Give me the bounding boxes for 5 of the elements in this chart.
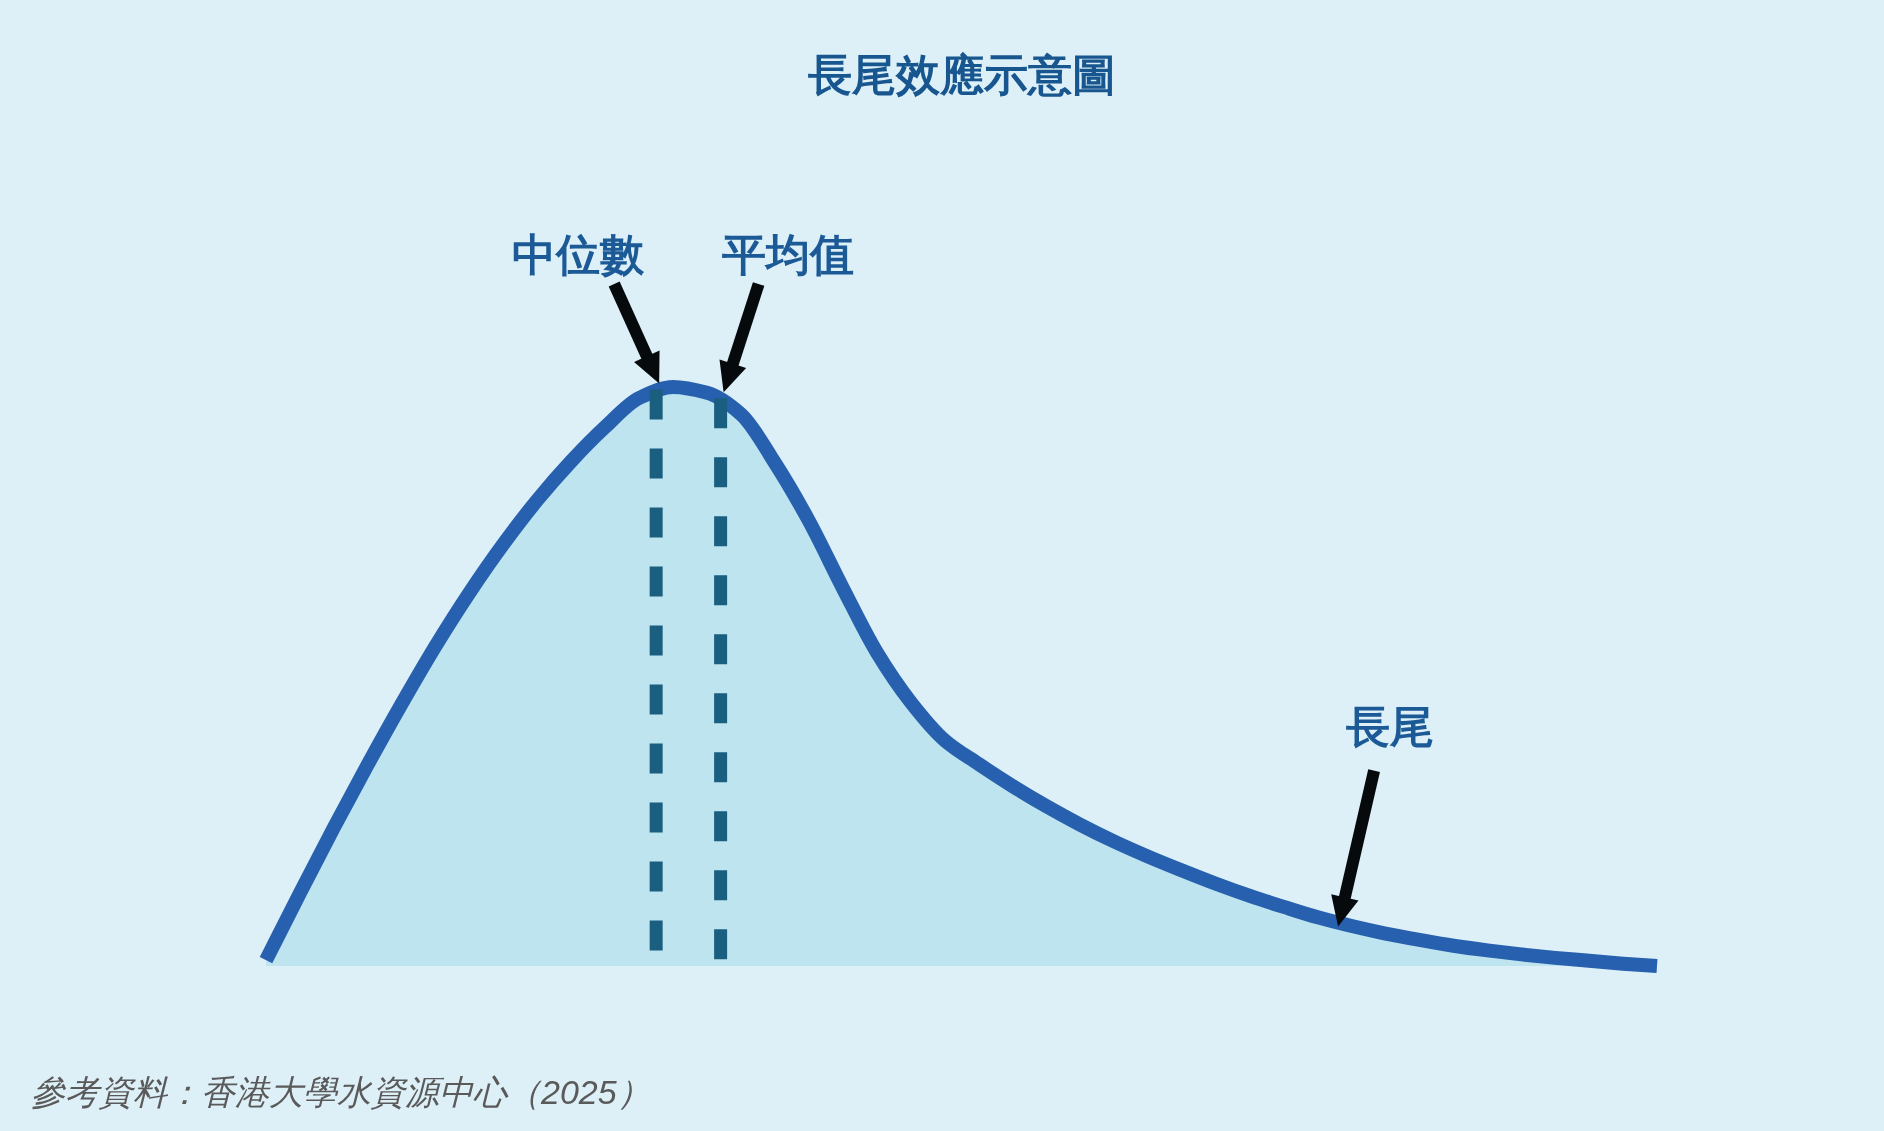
text: 參考資料：香港大學水資源中心（2025）	[31, 1073, 651, 1111]
text: 平均值	[721, 229, 854, 279]
chart-title: 長尾效應示意圖	[806, 49, 1116, 99]
annotation: 長尾	[1345, 702, 1435, 752]
text: 中位數	[512, 229, 646, 279]
